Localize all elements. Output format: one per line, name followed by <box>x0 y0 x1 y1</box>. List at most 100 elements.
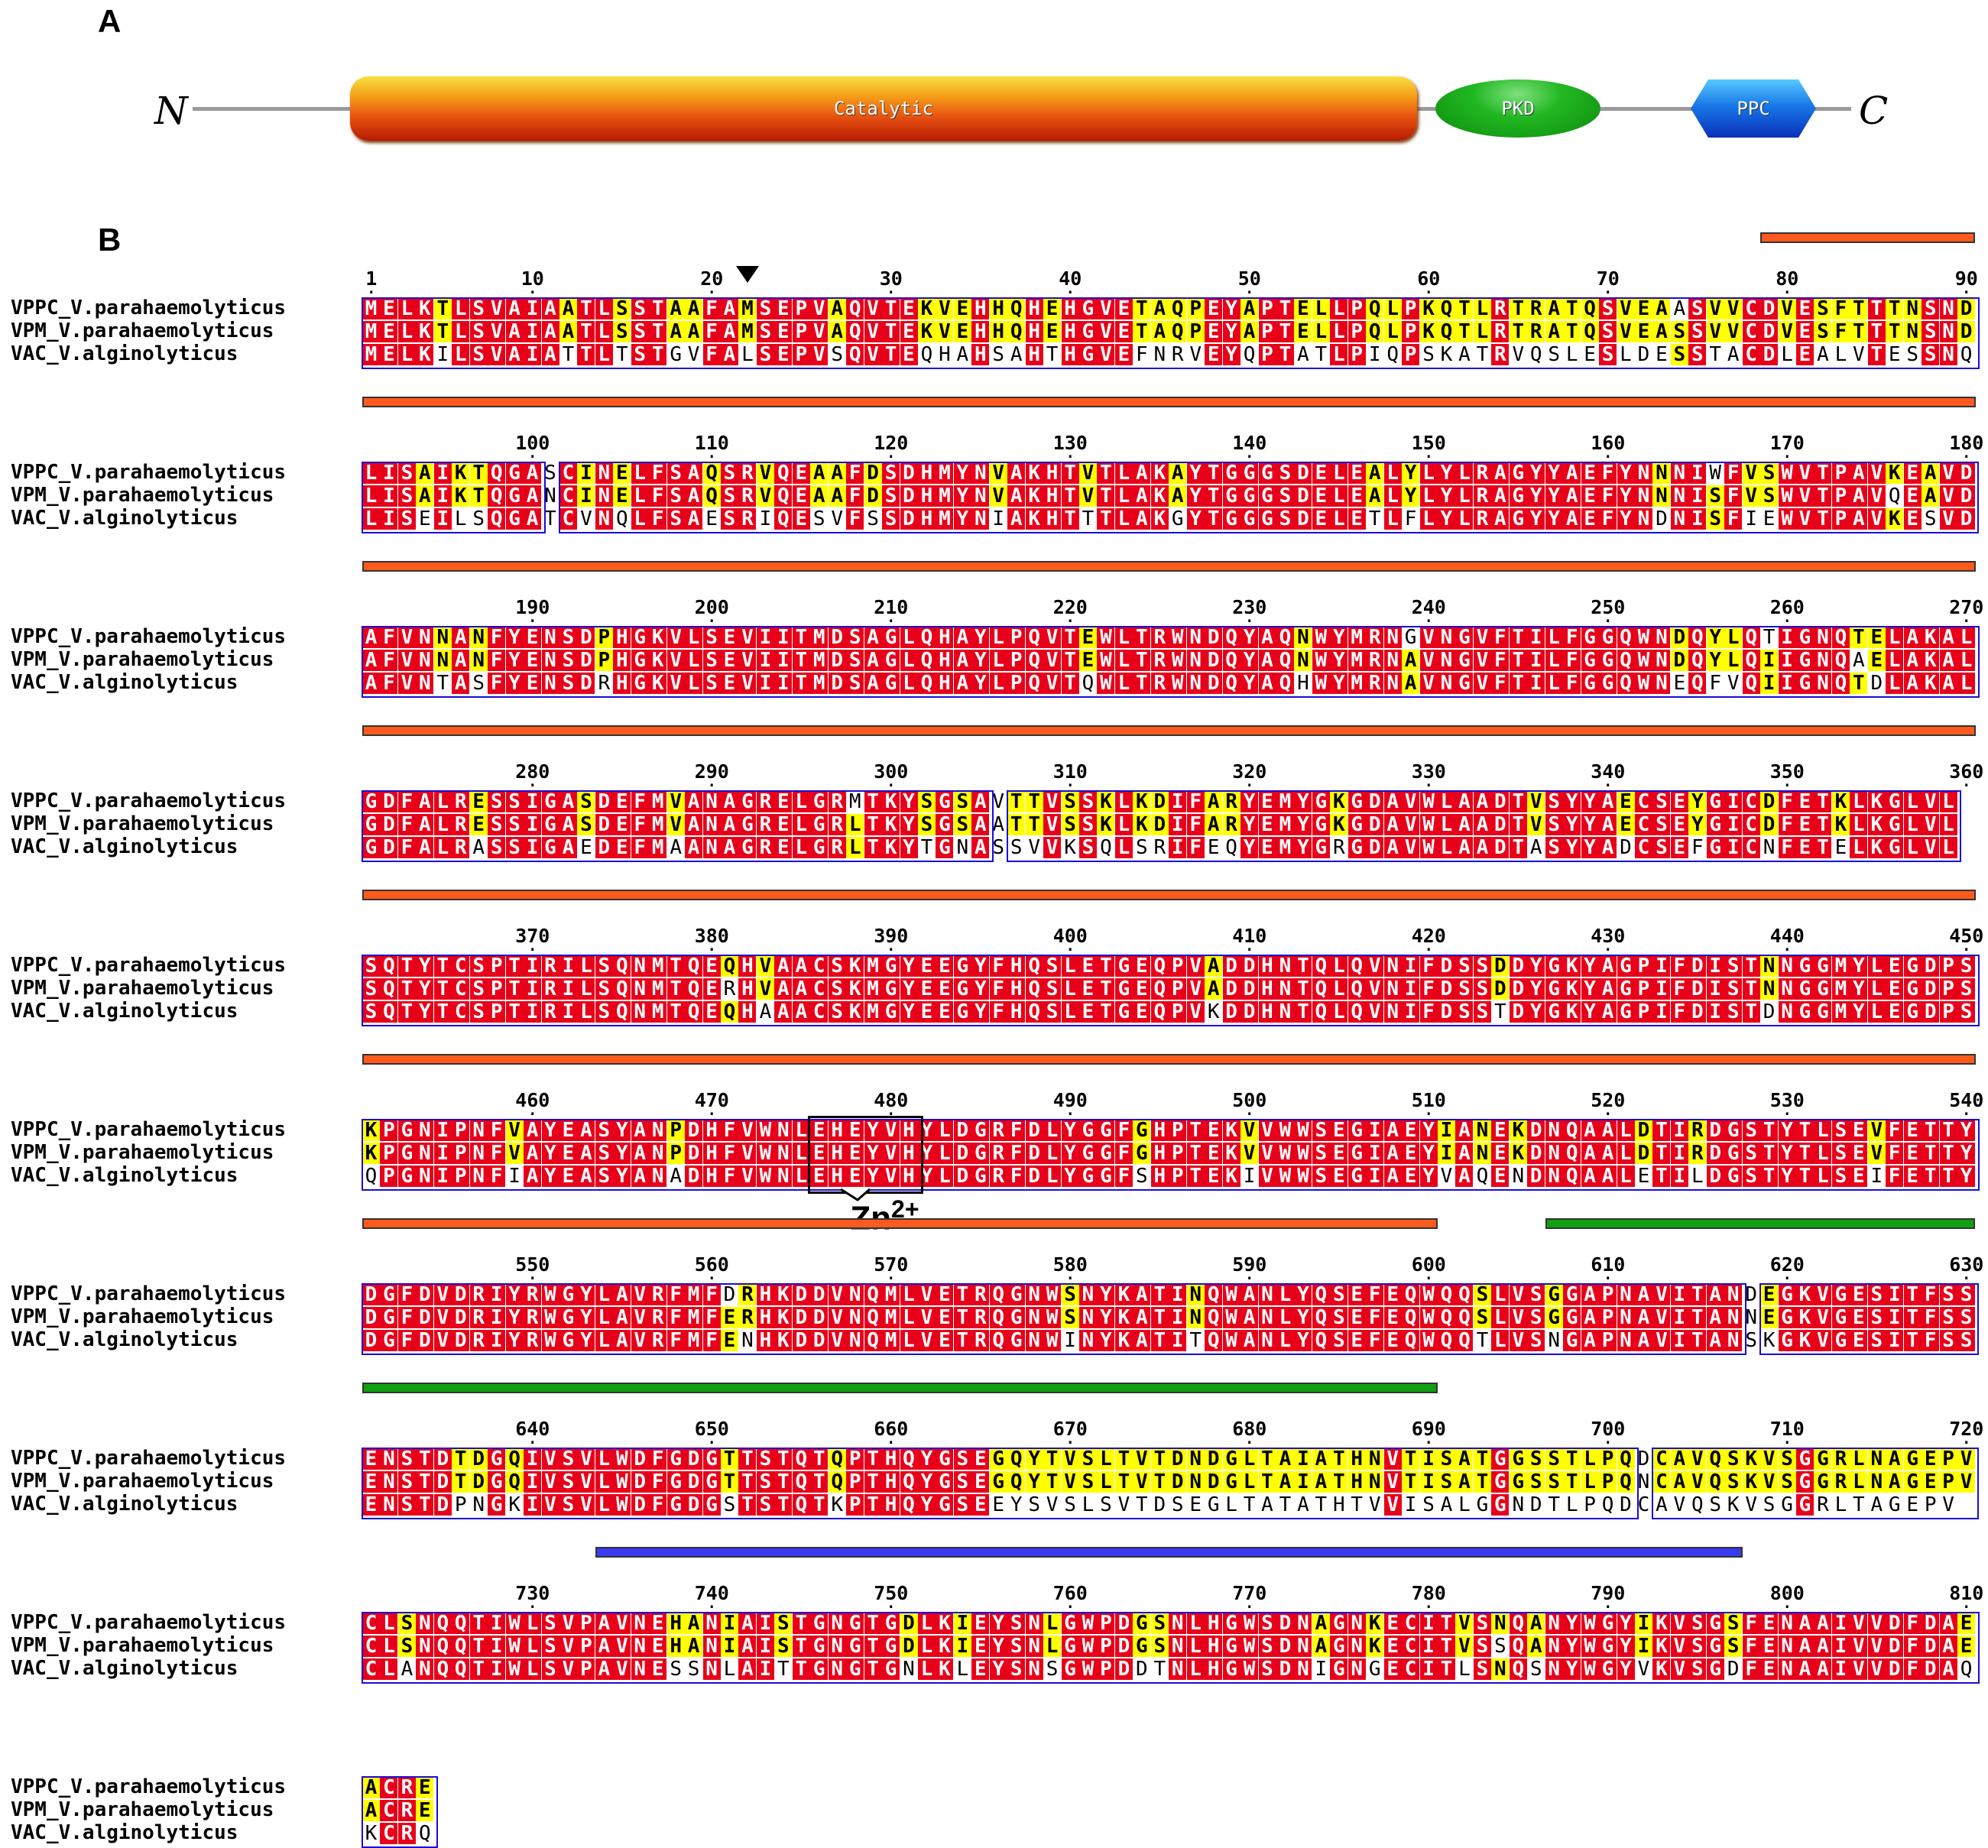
residue: Q <box>1150 1001 1169 1023</box>
residue: Y <box>1186 508 1205 530</box>
residue: N <box>1438 627 1455 648</box>
residue: F <box>1688 837 1706 858</box>
residue: E <box>1079 1001 1097 1023</box>
residue: L <box>1383 508 1402 530</box>
residue: N <box>1778 1658 1796 1680</box>
residue: A <box>1455 1143 1474 1164</box>
residue: Y <box>1527 1001 1545 1023</box>
residue: G <box>505 508 524 530</box>
residue: P <box>1939 1001 1957 1023</box>
ruler-number: 250 <box>1591 596 1625 618</box>
residue: C <box>1652 1471 1671 1493</box>
residue: A <box>1796 1613 1814 1634</box>
residue: F <box>1419 978 1438 1000</box>
residue: N <box>469 1120 488 1141</box>
residue: V <box>936 321 954 342</box>
residue: A <box>1312 1636 1330 1657</box>
residue: K <box>882 837 900 858</box>
residue: Y <box>1419 1166 1438 1187</box>
residue: Y <box>1222 321 1240 342</box>
residue: Q <box>1312 978 1330 1000</box>
residue: E <box>971 1471 990 1493</box>
ruler-tick: . <box>886 441 897 462</box>
residue: Q <box>1563 1120 1581 1141</box>
residue: T <box>774 1658 792 1680</box>
residue: Y <box>1778 1143 1796 1164</box>
residue: T <box>1043 1471 1062 1493</box>
residue: D <box>810 1330 829 1351</box>
residue: F <box>488 673 506 694</box>
residue: Y <box>1527 485 1545 507</box>
residue: G <box>810 791 829 812</box>
residue: G <box>1007 1330 1026 1351</box>
residue: E <box>1402 1143 1420 1164</box>
residue: W <box>1169 650 1187 671</box>
residue: R <box>469 1330 488 1351</box>
residue: T <box>1814 508 1832 530</box>
residue: E <box>1312 485 1330 507</box>
residue: E <box>1634 298 1652 319</box>
residue: L <box>595 298 613 319</box>
residue: V <box>1043 650 1062 671</box>
residue: T <box>1205 462 1223 484</box>
residue: I <box>990 508 1007 530</box>
residue: H <box>882 1471 900 1493</box>
residue: G <box>397 1143 416 1164</box>
residue: Y <box>1617 1613 1635 1634</box>
sequence-name: VPPC_V.parahaemolyticus <box>11 1447 286 1470</box>
residue: D <box>810 1307 829 1328</box>
residue: S <box>1079 1448 1097 1470</box>
residue: L <box>1114 650 1133 671</box>
residue: S <box>1652 814 1671 835</box>
residue: T <box>1474 344 1491 365</box>
residue: N <box>631 1636 649 1657</box>
residue: E <box>1330 1143 1348 1164</box>
residue: P <box>1097 1658 1115 1680</box>
residue: G <box>631 650 649 671</box>
residue: V <box>1133 1471 1151 1493</box>
residue: Q <box>702 485 721 507</box>
residue: S <box>1545 1448 1563 1470</box>
residue: N <box>1186 1471 1205 1493</box>
ruler-number: 580 <box>1053 1253 1088 1276</box>
residue: H <box>828 1143 846 1164</box>
residue: D <box>1276 1658 1294 1680</box>
residue: Q <box>846 344 864 365</box>
residue: E <box>1617 814 1635 835</box>
residue: M <box>882 1284 900 1305</box>
residue: S <box>990 837 1007 858</box>
residue: A <box>864 650 882 671</box>
residue: L <box>452 344 470 365</box>
residue: F <box>1114 1143 1133 1164</box>
residue: E <box>1850 1166 1868 1187</box>
residue: I <box>1240 1166 1258 1187</box>
residue: N <box>595 485 613 507</box>
residue: Y <box>900 978 918 1000</box>
residue: G <box>1222 485 1240 507</box>
residue: H <box>666 1636 685 1657</box>
residue: A <box>1939 1613 1957 1634</box>
residue: A <box>1133 508 1151 530</box>
residue: S <box>469 298 488 319</box>
residue: V <box>685 344 702 365</box>
residue: M <box>882 1330 900 1351</box>
residue: T <box>1402 1471 1420 1493</box>
residue: T <box>864 1658 882 1680</box>
residue: S <box>397 1636 416 1657</box>
residue: T <box>810 1471 829 1493</box>
residue: R <box>469 1284 488 1305</box>
residue: D <box>380 791 398 812</box>
residue: Y <box>416 955 434 977</box>
ruler-tick: . <box>1065 770 1075 791</box>
residue: S <box>1778 1471 1796 1493</box>
residue: F <box>1599 508 1617 530</box>
residue: Y <box>1617 485 1635 507</box>
residue: D <box>433 1471 452 1493</box>
residue: D <box>595 814 613 835</box>
residue: W <box>1240 1613 1259 1634</box>
residue: F <box>1922 1307 1940 1328</box>
residue: A <box>1007 485 1026 507</box>
residue: K <box>416 344 434 365</box>
residue: Y <box>1294 814 1312 835</box>
residue: T <box>649 321 667 342</box>
